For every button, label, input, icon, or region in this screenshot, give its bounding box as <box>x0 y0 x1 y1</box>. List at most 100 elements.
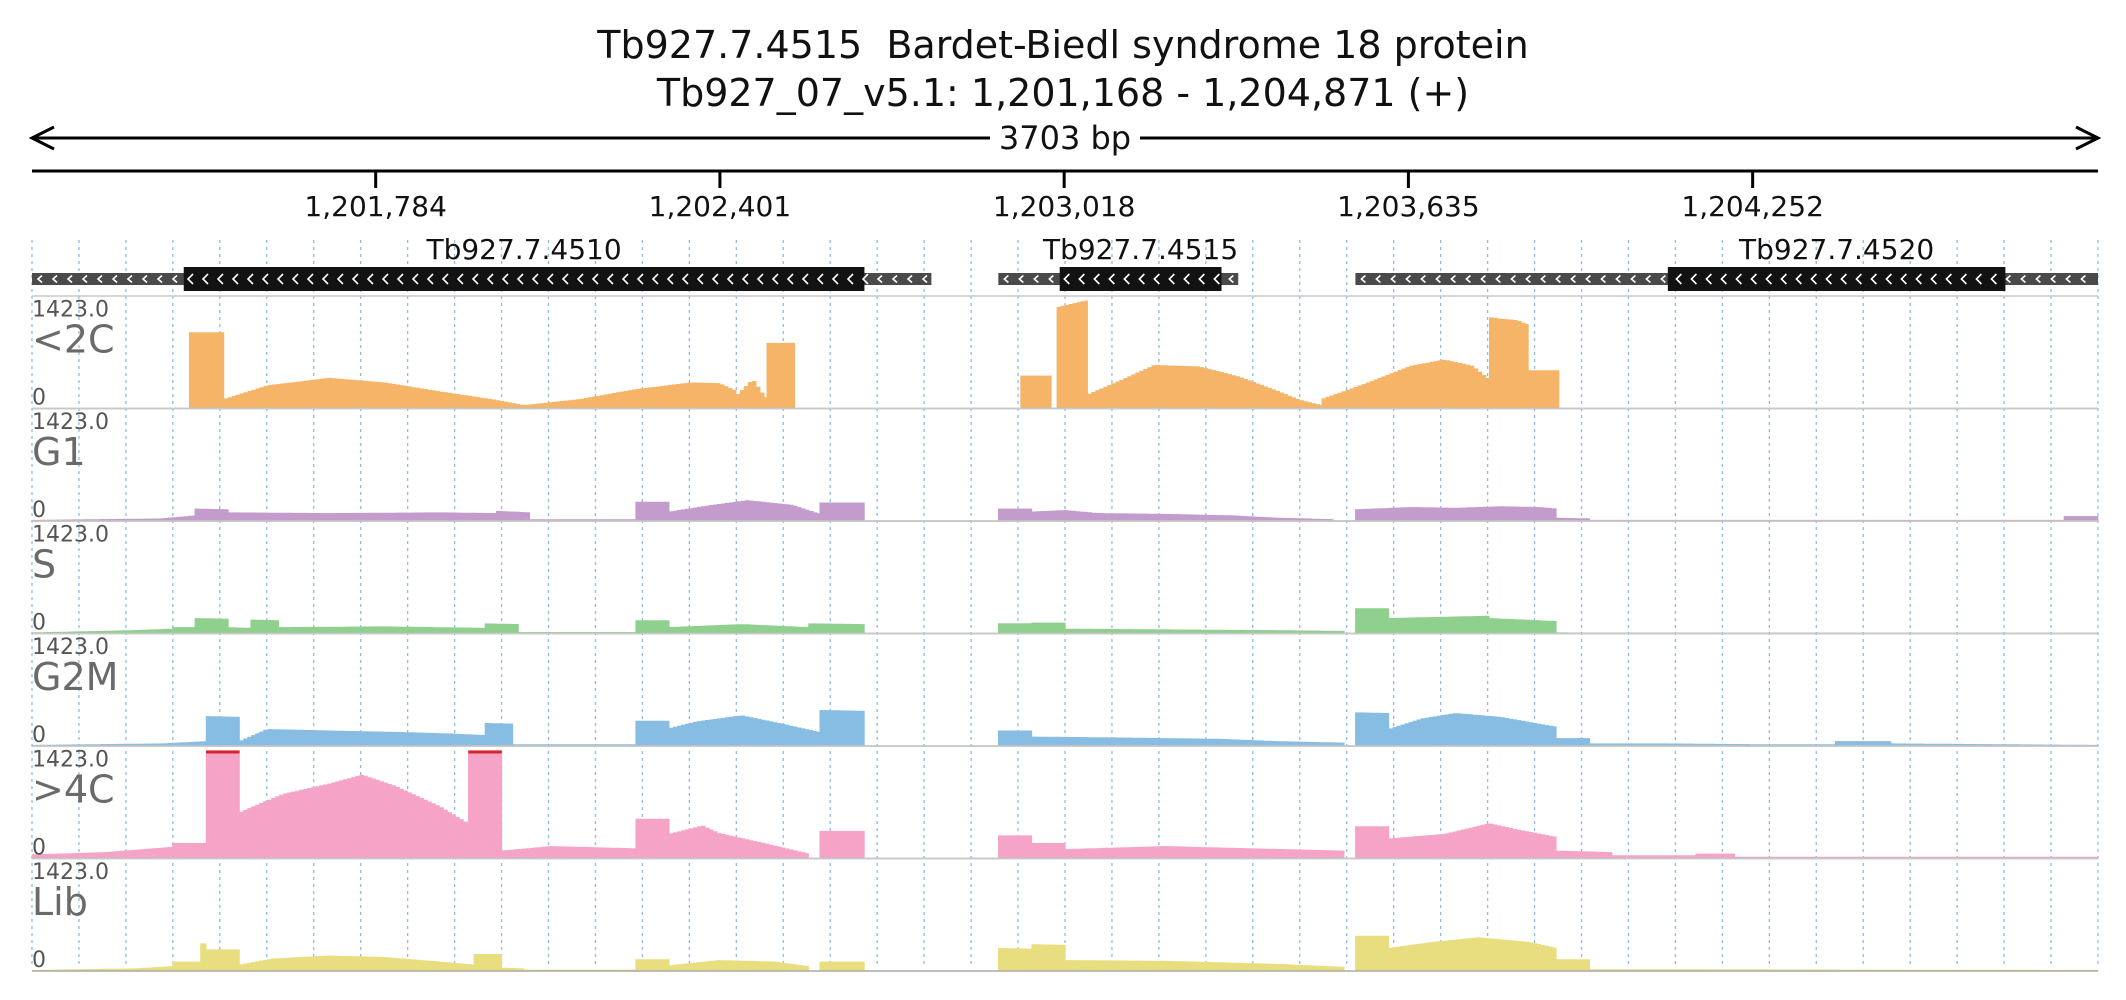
strand-arrow <box>801 273 809 285</box>
strand-arrow <box>711 273 719 285</box>
strand-arrow <box>66 274 73 284</box>
strand-arrow <box>2065 274 2071 284</box>
coverage-area <box>1834 741 1892 747</box>
coverage-area <box>172 627 196 634</box>
coverage-area <box>250 619 279 634</box>
strand-arrow <box>1765 273 1772 285</box>
strand-arrow <box>36 274 43 284</box>
strand-arrow <box>1585 274 1591 284</box>
strand-arrow <box>1870 273 1877 285</box>
strand-arrow <box>1123 273 1130 285</box>
strand-arrow <box>636 273 644 285</box>
strand-arrow <box>1405 274 1411 284</box>
coverage-area <box>1355 712 1390 747</box>
coverage-area <box>808 623 865 634</box>
locus-label: Tb927_07_v5.1: 1,201,168 - 1,204,871 (+) <box>656 71 1469 115</box>
coverage-area <box>735 381 768 409</box>
coverage-area <box>819 710 865 747</box>
coverage-area <box>1489 618 1557 634</box>
coverage-area <box>668 825 809 859</box>
strand-arrow <box>1375 274 1381 284</box>
track-name: <2C <box>32 318 115 362</box>
strand-arrow <box>1555 274 1561 284</box>
coverage-area <box>1065 846 1345 859</box>
gene-label: Tb927.7.4515 <box>1042 233 1238 266</box>
strand-arrow <box>1900 273 1907 285</box>
strand-arrow <box>1213 273 1220 285</box>
strand-arrow <box>171 274 178 284</box>
strand-arrow <box>1615 274 1621 284</box>
strand-arrow <box>1495 274 1501 284</box>
coverage-area <box>2063 516 2099 522</box>
strand-arrow <box>1003 274 1009 284</box>
strand-arrow <box>1675 273 1682 285</box>
gene-cds <box>1059 267 1222 291</box>
strand-arrow <box>1360 274 1366 284</box>
gene-annotation-track: Tb927.7.4510 Tb927.7.4515 Tb927.7.4520 <box>32 233 2098 291</box>
coverage-area <box>1031 736 1345 747</box>
strand-arrow <box>1600 274 1606 284</box>
coverage-track: 1423.0S 0 <box>31 520 2099 636</box>
strand-arrow <box>876 274 883 284</box>
span-ruler: 3703 bp <box>28 119 2102 157</box>
coverage-area <box>635 959 670 972</box>
x-tick-label: 1,202,401 <box>649 190 792 223</box>
coverage-area <box>668 624 809 634</box>
strand-arrow <box>696 273 704 285</box>
coverage-track: 1423.0<2C 0 <box>32 295 2098 411</box>
strand-arrow <box>561 273 569 285</box>
strand-arrow <box>441 273 449 285</box>
strand-arrow <box>906 274 913 284</box>
strand-arrow <box>321 273 329 285</box>
strand-arrow <box>666 273 674 285</box>
strand-arrow <box>741 273 749 285</box>
strand-arrow <box>651 273 659 285</box>
track-min-label: 0 <box>32 948 46 973</box>
coverage-area <box>473 954 503 972</box>
coverage-area <box>1355 826 1390 859</box>
strand-arrow <box>1018 274 1024 284</box>
coverage-area <box>495 510 530 522</box>
track-min-label: 0 <box>32 611 46 636</box>
coverage-area <box>998 508 1033 522</box>
gene-label: Tb927.7.4510 <box>425 233 621 266</box>
strand-arrow <box>756 273 764 285</box>
coverage-area <box>205 750 240 859</box>
coverage-area <box>1489 317 1529 409</box>
strand-arrow <box>216 273 224 285</box>
strand-arrow <box>381 273 389 285</box>
coverage-area <box>31 741 207 747</box>
track-max-label: 1423.0 <box>32 748 109 773</box>
coverage-area <box>1087 365 1323 409</box>
x-tick-label: 1,203,018 <box>993 190 1136 223</box>
strand-arrow <box>1138 273 1145 285</box>
coverage-area <box>205 716 240 747</box>
strand-arrow <box>2005 274 2011 284</box>
coverage-area <box>1388 823 1557 859</box>
strand-arrow <box>516 273 524 285</box>
strand-arrow <box>1198 273 1205 285</box>
coverage-area <box>1031 622 1066 634</box>
coverage-area <box>1388 615 1490 634</box>
clip-indicator <box>468 750 502 754</box>
strand-arrow <box>1780 273 1787 285</box>
coverage-area <box>228 512 497 522</box>
coverage-area <box>668 500 821 522</box>
strand-arrow <box>1630 274 1636 284</box>
strand-arrow <box>1540 274 1546 284</box>
span-left-arrowhead <box>28 125 55 151</box>
coverage-area <box>1695 853 1736 859</box>
strand-arrow <box>426 273 434 285</box>
strand-arrow <box>201 273 209 285</box>
track-max-label: 1423.0 <box>32 523 109 548</box>
coverage-track: 1423.0>4C 0 <box>31 745 2099 861</box>
strand-arrow <box>456 273 464 285</box>
strand-arrow <box>531 273 539 285</box>
strand-arrow <box>291 273 299 285</box>
strand-arrow <box>366 273 374 285</box>
coverage-area <box>223 377 525 409</box>
strand-arrow <box>2080 274 2086 284</box>
strand-arrow <box>1795 273 1802 285</box>
strand-arrow <box>1510 274 1516 284</box>
